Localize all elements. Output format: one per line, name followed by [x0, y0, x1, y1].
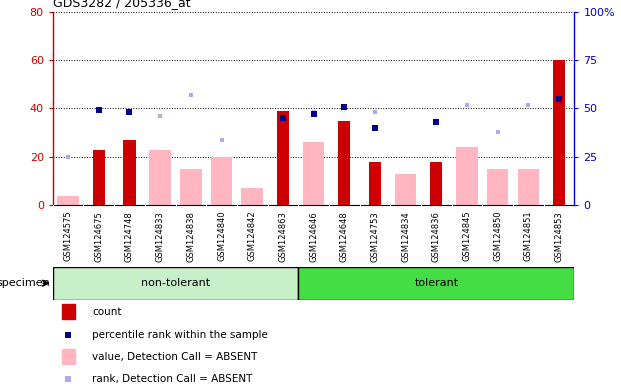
- Point: [462, 101, 472, 108]
- Bar: [57, 196, 79, 205]
- Text: GSM124834: GSM124834: [401, 211, 410, 262]
- Point: [554, 96, 564, 102]
- Text: GSM124648: GSM124648: [340, 211, 349, 262]
- Bar: [518, 169, 539, 205]
- Bar: [124, 140, 135, 205]
- Text: rank, Detection Call = ABSENT: rank, Detection Call = ABSENT: [92, 374, 252, 384]
- Point: [217, 136, 227, 142]
- Text: GSM124853: GSM124853: [555, 211, 564, 262]
- Point: [63, 332, 73, 338]
- Point: [432, 119, 442, 125]
- Point: [125, 109, 135, 116]
- Text: GSM124833: GSM124833: [156, 211, 165, 262]
- Point: [524, 101, 533, 108]
- Point: [309, 109, 319, 116]
- Text: GSM124838: GSM124838: [186, 211, 196, 262]
- Text: GSM124836: GSM124836: [432, 211, 441, 262]
- Point: [94, 108, 104, 114]
- Bar: [242, 189, 263, 205]
- Point: [370, 125, 380, 131]
- Text: GSM124845: GSM124845: [463, 211, 471, 262]
- Bar: [430, 162, 443, 205]
- Bar: [369, 162, 381, 205]
- Bar: [53, 267, 298, 300]
- Text: GSM124851: GSM124851: [524, 211, 533, 262]
- Point: [63, 376, 73, 382]
- Text: GSM124840: GSM124840: [217, 211, 226, 262]
- Bar: [553, 60, 565, 205]
- Point: [339, 103, 349, 109]
- Text: GSM124753: GSM124753: [371, 211, 379, 262]
- Bar: [298, 267, 574, 300]
- Point: [278, 115, 288, 121]
- Bar: [62, 349, 75, 364]
- Text: GDS3282 / 205336_at: GDS3282 / 205336_at: [53, 0, 191, 9]
- Point: [309, 111, 319, 118]
- Bar: [395, 174, 417, 205]
- Bar: [277, 111, 289, 205]
- Point: [492, 129, 502, 135]
- Text: GSM124575: GSM124575: [63, 211, 73, 262]
- Text: GSM124748: GSM124748: [125, 211, 134, 262]
- Bar: [338, 121, 350, 205]
- Bar: [62, 304, 75, 319]
- Text: count: count: [92, 307, 122, 317]
- Text: GSM124850: GSM124850: [493, 211, 502, 262]
- Bar: [93, 150, 105, 205]
- Text: non-tolerant: non-tolerant: [141, 278, 210, 288]
- Point: [370, 109, 380, 116]
- Text: specimen: specimen: [0, 278, 50, 288]
- Text: tolerant: tolerant: [414, 278, 458, 288]
- Bar: [456, 147, 478, 205]
- Text: value, Detection Call = ABSENT: value, Detection Call = ABSENT: [92, 352, 257, 362]
- Point: [63, 154, 73, 160]
- Point: [155, 113, 165, 119]
- Text: GSM124863: GSM124863: [278, 211, 288, 262]
- Bar: [180, 169, 202, 205]
- Text: GSM124675: GSM124675: [94, 211, 103, 262]
- Bar: [303, 142, 324, 205]
- Text: percentile rank within the sample: percentile rank within the sample: [92, 330, 268, 340]
- Bar: [211, 157, 232, 205]
- Text: GSM124842: GSM124842: [248, 211, 256, 262]
- Text: GSM124646: GSM124646: [309, 211, 318, 262]
- Bar: [487, 169, 509, 205]
- Point: [186, 92, 196, 98]
- Bar: [150, 150, 171, 205]
